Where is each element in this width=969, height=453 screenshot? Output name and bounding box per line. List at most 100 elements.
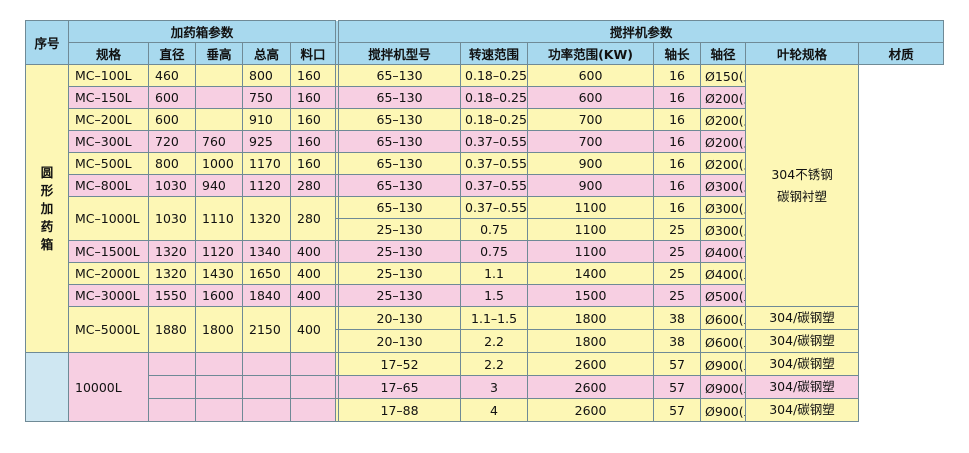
cell: 57 xyxy=(653,375,702,399)
cell: 280 xyxy=(289,174,337,197)
material-line: 碳钢衬塑 xyxy=(777,188,828,204)
cell: 16 xyxy=(653,130,702,153)
cell: 400 xyxy=(289,240,337,263)
cell: 2.2 xyxy=(460,352,529,376)
material-line: 304/碳钢塑 xyxy=(769,333,835,348)
cell: 轴径 xyxy=(700,42,747,65)
empty-cell xyxy=(25,352,69,422)
cell: MC–1500L xyxy=(68,240,149,263)
cell: 25 xyxy=(653,262,702,285)
cell: 1800 xyxy=(527,306,655,330)
empty-cell xyxy=(148,375,196,399)
cell: 料口 xyxy=(289,42,337,65)
empty-cell xyxy=(195,375,243,399)
cell: MC–2000L xyxy=(68,262,149,285)
empty-cell xyxy=(195,108,243,131)
cell: 圆形加药箱 xyxy=(25,64,69,353)
cell: 280 xyxy=(289,196,337,241)
cell: 加药箱参数 xyxy=(67,20,337,43)
cell: 1320 xyxy=(148,240,196,263)
cell: Ø400(二叶双层) xyxy=(700,240,747,263)
cell: 600 xyxy=(527,64,655,87)
empty-cell xyxy=(195,352,243,376)
cell: 925 xyxy=(242,130,291,153)
cell: Ø200(三叶单层) xyxy=(700,130,747,153)
cell: 65–130 xyxy=(338,174,462,197)
cell: Ø200(三叶单层) xyxy=(700,152,747,175)
cell: 材质 xyxy=(858,42,945,65)
cell: 38 xyxy=(653,306,702,330)
cell: 16 xyxy=(653,108,702,131)
empty-cell xyxy=(148,352,196,376)
data-row: 10000LBLD12–29–2.2KW17–522.2260057Ø900(二… xyxy=(25,352,944,422)
cell: 25–130 xyxy=(338,240,462,263)
cell: 0.18–0.25–0.37 xyxy=(460,64,529,87)
cell: 20–130 xyxy=(338,306,462,330)
cell: 1100 xyxy=(527,218,655,241)
header-row: 规格 直径 垂高 总高 料口 搅拌机型号 转速范围 功率范围(KW) 轴长 轴径 叶轮规格 材质 xyxy=(26,42,945,65)
cell: 2600 xyxy=(527,398,655,422)
data-row: BLD12–17–4KW17–884260057Ø900(二叶双层)304/碳钢… xyxy=(26,398,944,422)
cell: 1120 xyxy=(242,174,291,197)
cell: 600 xyxy=(148,108,196,131)
empty-cell xyxy=(242,352,291,376)
cell: 900 xyxy=(527,152,655,175)
cell: Ø900(二叶双层) xyxy=(700,398,747,422)
cell: 460 xyxy=(148,64,196,87)
cell: 65–130 xyxy=(338,130,462,153)
table-header: 序号 加药箱参数 搅拌机参数 规格 直径 垂高 总高 料口 搅拌机型号 转速范围 功率范围(KW) 轴… xyxy=(25,20,945,65)
cell: 20–130 xyxy=(338,329,462,353)
cell: 1110 xyxy=(195,196,243,241)
cell: 0.18–0.25–0.37 xyxy=(460,86,529,109)
cell: 1840 xyxy=(242,284,291,307)
cell: 17–65 xyxy=(338,375,462,399)
cell: 16 xyxy=(653,64,702,87)
cell: 25–130 xyxy=(338,218,462,241)
cell: Ø500(二叶双层) xyxy=(700,284,747,307)
cell: 垂高 xyxy=(195,42,243,65)
empty-cell xyxy=(289,352,337,376)
cell: 700 xyxy=(527,108,655,131)
cell: 800 xyxy=(242,64,291,87)
cell: 25 xyxy=(653,240,702,263)
cell: 1340 xyxy=(242,240,291,263)
cell: 0.75 xyxy=(460,218,529,241)
cell: 400 xyxy=(289,284,337,307)
cell: MC–100L xyxy=(68,64,149,87)
cell: 65–130 xyxy=(338,108,462,131)
cell: 4 xyxy=(460,398,529,422)
cell: 17–52 xyxy=(338,352,462,376)
cell: 0.37–0.55–0.75 xyxy=(460,130,529,153)
cell: 160 xyxy=(289,64,337,87)
cell: Ø300(三叶单层) xyxy=(700,218,747,241)
data-row: MC–5000L188018002150400BLD11–17–1.5KW20–… xyxy=(26,306,944,353)
cell: 0.37–0.55–0.75 xyxy=(460,174,529,197)
cell: 搅拌机参数 xyxy=(338,20,945,43)
cell: 直径 xyxy=(148,42,196,65)
cell: 0.18–0.25–0.37 xyxy=(460,108,529,131)
cell: 10000L xyxy=(68,352,149,422)
cell: 25 xyxy=(653,284,702,307)
cell: 2.2 xyxy=(460,329,529,353)
cell: 16 xyxy=(653,152,702,175)
cell: 160 xyxy=(289,152,337,175)
cell: 1000 xyxy=(195,152,243,175)
cell: 400 xyxy=(289,262,337,285)
data-row: MC–200L600910160BLD08–11–0.37KW65–1300.1… xyxy=(26,108,944,131)
cell: 1120 xyxy=(195,240,243,263)
cell: Ø150(三叶单层) xyxy=(700,64,747,87)
empty-cell xyxy=(289,398,337,422)
cell: 16 xyxy=(653,196,702,219)
cell: MC–500L xyxy=(68,152,149,175)
material-cell: 304不锈钢 碳钢衬塑 xyxy=(745,64,860,307)
data-row: MC–300L720760925160BLD09–11–0.37KW65–130… xyxy=(26,130,944,153)
cell: 160 xyxy=(289,130,337,153)
cell: 760 xyxy=(195,130,243,153)
empty-cell xyxy=(242,375,291,399)
cell: 65–130 xyxy=(338,196,462,219)
cell: 1650 xyxy=(242,262,291,285)
cell: 1880 xyxy=(148,306,196,353)
cell: MC–300L xyxy=(68,130,149,153)
cell: 1100 xyxy=(527,196,655,219)
